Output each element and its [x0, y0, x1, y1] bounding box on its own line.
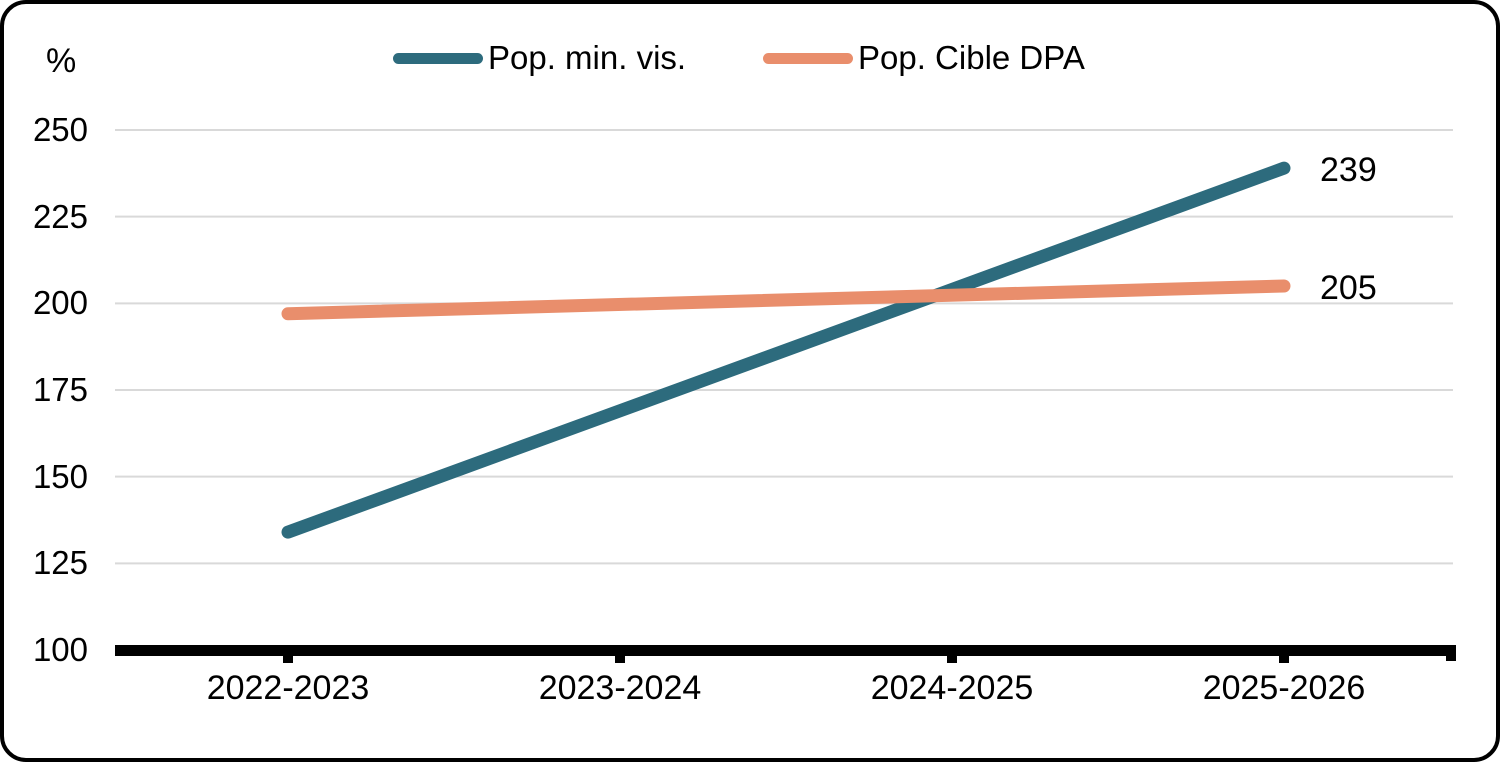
x-axis-tick-0	[283, 645, 293, 663]
legend-line-swatch-orange-icon	[763, 52, 853, 64]
x-tick-label-2: 2024-2025	[870, 669, 1034, 707]
x-axis-tick-2	[947, 645, 957, 663]
y-tick-label-150: 150	[32, 457, 88, 495]
y-tick-label-100: 100	[32, 631, 88, 668]
data-label-series-pop-min-vis: 239	[1320, 151, 1377, 190]
y-tick-label-225: 225	[32, 197, 88, 235]
x-tick-label-1: 2023-2024	[538, 669, 702, 707]
x-axis-end-tick	[1446, 645, 1456, 661]
series-line-pop-cible-dpa	[281, 279, 1291, 321]
series-line-pop-min-vis	[281, 161, 1291, 539]
y-tick-label-250: 250	[32, 111, 88, 148]
y-axis-unit-label: %	[46, 42, 77, 80]
y-tick-label-125: 125	[32, 544, 88, 582]
y-tick-label-175: 175	[32, 371, 88, 408]
y-tick-label-200: 200	[32, 284, 88, 322]
legend-item-pop-cible-dpa: Pop. Cible DPA	[763, 40, 1085, 76]
x-axis-tick-1	[615, 645, 625, 663]
x-tick-label-3: 2025-2026	[1202, 669, 1366, 707]
x-tick-label-0: 2022-2023	[206, 669, 370, 707]
legend-label-pop-cible-dpa: Pop. Cible DPA	[858, 39, 1085, 76]
legend-line-swatch-teal-icon	[393, 52, 483, 64]
legend-item-pop-min-vis: Pop. min. vis.	[393, 40, 686, 76]
x-axis-tick-3	[1279, 645, 1289, 663]
data-label-series-pop-cible-dpa: 205	[1320, 269, 1377, 307]
x-axis-line	[115, 645, 1456, 656]
legend-label-pop-min-vis: Pop. min. vis.	[488, 39, 687, 76]
